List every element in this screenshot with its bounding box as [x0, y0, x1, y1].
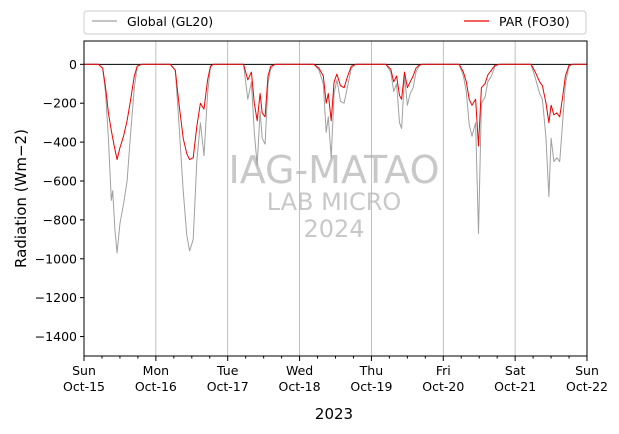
x-tick-label-day: Mon: [143, 363, 169, 378]
x-axis-title: 2023: [315, 405, 353, 423]
x-tick-label-day: Tue: [216, 363, 239, 378]
x-tick-label-day: Sun: [575, 363, 599, 378]
x-tick-label-date: Oct-18: [279, 379, 321, 394]
y-tick-label: −1000: [35, 251, 77, 266]
legend-label-global: Global (GL20): [127, 14, 213, 29]
y-tick-label: 0: [69, 57, 77, 72]
x-tick-label-day: Thu: [359, 363, 383, 378]
gridlines: [155, 41, 516, 356]
x-tick-label-date: Oct-15: [63, 379, 105, 394]
x-tick-label-day: Sun: [72, 363, 96, 378]
x-tick-label-date: Oct-21: [494, 379, 536, 394]
watermark-line-2: LAB MICRO: [267, 188, 402, 216]
x-tick-label-day: Fri: [436, 363, 451, 378]
legend: Global (GL20) PAR (FO30): [83, 10, 587, 35]
y-tick-label: −400: [43, 135, 77, 150]
x-tick-label-date: Oct-19: [350, 379, 392, 394]
x-tick-label-day: Sat: [505, 363, 526, 378]
y-axis-title: Radiation (Wm−2): [12, 129, 30, 268]
y-tick-label: −200: [43, 96, 77, 111]
watermark-line-1: IAG-MATAO: [228, 148, 439, 192]
legend-label-par: PAR (FO30): [499, 14, 570, 29]
y-tick-label: −800: [43, 212, 77, 227]
y-tick-label: −1400: [35, 329, 77, 344]
x-axis: SunOct-15MonOct-16TueOct-17WedOct-18ThuO…: [63, 356, 608, 394]
x-tick-label-date: Oct-20: [422, 379, 464, 394]
watermark-line-3: 2024: [303, 215, 364, 243]
series-lines: [84, 63, 587, 254]
x-tick-label-date: Oct-16: [135, 379, 177, 394]
x-tick-label-date: Oct-22: [566, 379, 608, 394]
x-tick-label-date: Oct-17: [207, 379, 249, 394]
series-line-par: [84, 63, 587, 161]
y-tick-label: −600: [43, 174, 77, 189]
watermark: IAG-MATAO LAB MICRO 2024: [228, 148, 439, 243]
legend-box: [83, 10, 587, 35]
y-tick-label: −1200: [35, 290, 77, 305]
x-tick-label-day: Wed: [286, 363, 313, 378]
y-axis: 0 −200 −400 −600 −800 −1000 −1200 −1400: [35, 57, 84, 344]
